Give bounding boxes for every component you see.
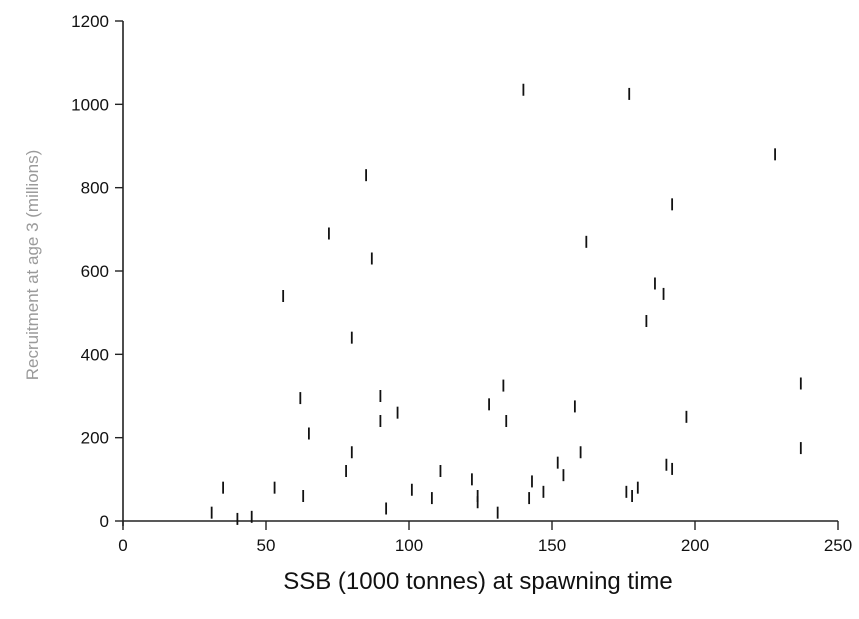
y-tick-label: 1200 [71,12,109,31]
y-tick-label: 1000 [71,95,109,114]
x-tick-label: 150 [538,536,566,555]
x-tick-label: 250 [824,536,852,555]
x-tick-label: 0 [118,536,127,555]
x-axis-title: SSB (1000 tonnes) at spawning time [283,568,673,595]
x-axis: 0 50 100 150 200 250 [118,520,852,555]
y-tick-label: 400 [81,345,109,364]
y-tick-label: 0 [100,512,109,531]
y-tick-label: 200 [81,429,109,448]
data-points [210,83,802,525]
x-tick-label: 100 [395,536,423,555]
y-axis: 0 200 400 600 800 1000 1200 [71,12,124,531]
y-tick-label: 600 [81,262,109,281]
y-axis-title: Recruitment at age 3 (millions) [23,150,42,381]
x-tick-label: 50 [257,536,276,555]
y-tick-label: 800 [81,179,109,198]
x-tick-label: 200 [681,536,709,555]
